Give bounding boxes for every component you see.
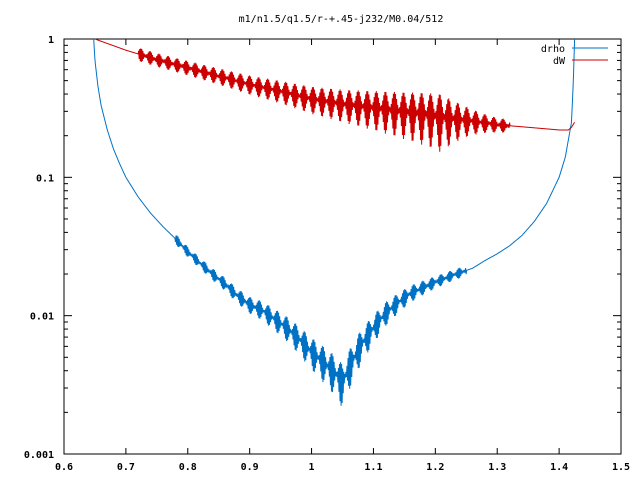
series-line-drho: [93, 38, 576, 406]
chart-title: m1/n1.5/q1.5/r-+.45-j232/M0.04/512: [239, 14, 444, 25]
x-tick-label: 1: [309, 462, 315, 473]
legend-label: drho: [541, 44, 565, 55]
y-tick-label: 0.1: [36, 173, 54, 184]
y-tick-label: 0.001: [24, 450, 54, 461]
series-line-dW: [94, 38, 576, 152]
x-tick-label: 0.6: [55, 462, 73, 473]
x-tick-label: 0.7: [117, 462, 135, 473]
x-tick-label: 1.2: [426, 462, 444, 473]
x-tick-label: 1.1: [364, 462, 382, 473]
series-lines: [93, 38, 576, 406]
legend-label: dW: [553, 56, 566, 67]
x-tick-label: 0.9: [241, 462, 259, 473]
axis-ticks: 0.6 0.7 0.8 0.9 1 1.1 1.2 1.3 1.4 1.5 1 0.1 0.01 0.00…: [24, 35, 630, 473]
x-tick-label: 1.5: [612, 462, 630, 473]
y-tick-label: 0.01: [30, 312, 54, 323]
x-tick-label: 1.4: [550, 462, 568, 473]
plot-frame: [63, 38, 622, 455]
x-tick-label: 1.3: [488, 462, 506, 473]
x-tick-label: 0.8: [179, 462, 197, 473]
y-tick-label: 1: [48, 35, 54, 46]
